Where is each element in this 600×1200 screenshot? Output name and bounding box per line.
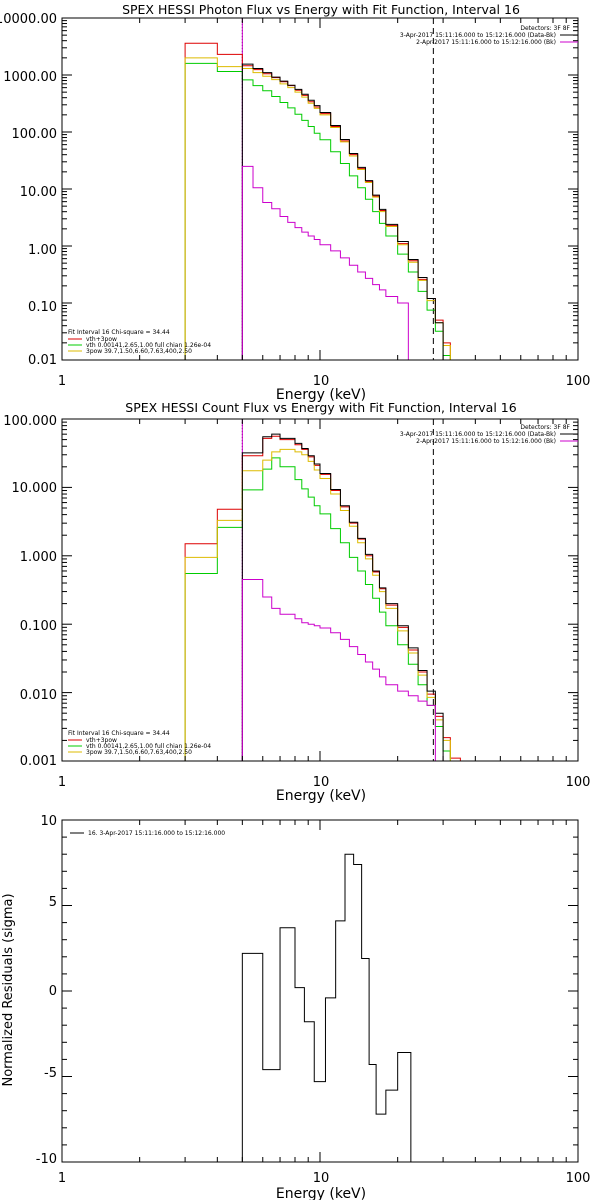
legend-entry: 3pow 39.7,1.50,6.60,7.63,400,2.50 xyxy=(86,749,192,756)
series-line xyxy=(241,579,436,761)
panel-2-plot-area xyxy=(184,419,470,762)
panel-1-y-tick-labels: 10000.00 1000.00 100.00 10.00 1.00 0.10 … xyxy=(0,12,57,368)
y-tick-label: 0.001 xyxy=(20,754,57,769)
x-tick-label-1: 1 xyxy=(58,374,66,389)
legend-entry: vth 0.00141,2.65,1.00 full chian 1.26e-0… xyxy=(86,342,211,349)
panel-3-axes xyxy=(61,819,579,1163)
panel-2-x-tick-labels: 1 10 100 xyxy=(58,775,591,790)
panel-1-axes xyxy=(61,17,579,361)
panel-2-axes xyxy=(61,418,579,762)
count-flux-panel: SPEX HESSI Count Flux vs Energy with Fit… xyxy=(3,400,590,804)
y-tick-label: 0.01 xyxy=(28,353,57,368)
y-tick-label: 10.000 xyxy=(12,481,58,496)
y-tick-label: -10 xyxy=(36,1152,57,1167)
residuals-panel: 1 10 100 Energy (keV) Normalized Residua… xyxy=(1,814,590,1200)
legend-entry: 3-Apr-2017 15:11:16.000 to 15:12:16.000 … xyxy=(400,431,556,438)
y-tick-label: 10 xyxy=(40,814,57,829)
panel-1-plot-area xyxy=(184,18,461,361)
plot-frame xyxy=(61,17,579,361)
y-tick-label: 10.00 xyxy=(20,185,57,200)
series-line xyxy=(184,62,451,360)
y-tick-label: 100.00 xyxy=(12,127,58,142)
y-tick-label: -5 xyxy=(44,1066,57,1081)
x-tick-label-1: 1 xyxy=(58,775,66,790)
legend-entry: vth+3pow xyxy=(86,737,117,744)
series-data xyxy=(241,853,423,1163)
legend-header: Fit Interval 16 Chi-square = 34.44 xyxy=(68,730,170,737)
y-tick-label: 1.00 xyxy=(28,243,57,258)
legend-entry: vth 0.00141,2.65,1.00 full chian 1.26e-0… xyxy=(86,743,211,750)
series-data xyxy=(241,63,444,360)
series-line xyxy=(184,57,461,361)
panel-2-x-axis-label: Energy (keV) xyxy=(276,788,366,804)
panel-2-legend-bottom-left: Fit Interval 16 Chi-square = 34.44 vth+3… xyxy=(68,730,211,756)
x-tick-label-100: 100 xyxy=(566,374,591,389)
panel-3-legend: 16. 3-Apr-2017 15:11:16.000 to 15:12:16.… xyxy=(70,830,225,837)
panel-3-x-tick-labels: 1 10 100 xyxy=(58,1171,591,1186)
legend-entry: 16. 3-Apr-2017 15:11:16.000 to 15:12:16.… xyxy=(88,830,225,837)
legend-entry: 2-Apr-2017 15:11:16.000 to 15:12:16.000 … xyxy=(416,39,556,46)
panel-1-x-tick-labels: 1 10 100 xyxy=(58,374,591,389)
series-line xyxy=(184,457,461,762)
panel-2-legend-top-right: Detectors: 3F 8F 3-Apr-2017 15:11:16.000… xyxy=(400,424,578,445)
panel-1-x-axis-label: Energy (keV) xyxy=(276,387,366,403)
legend-header: Detectors: 3F 8F xyxy=(520,25,570,32)
x-tick-label-100: 100 xyxy=(566,775,591,790)
legend-entry: 3pow 39.7,1.50,6.60,7.63,400,2.50 xyxy=(86,348,192,355)
photon-flux-panel: SPEX HESSI Photon Flux vs Energy with Fi… xyxy=(0,2,590,403)
series-line xyxy=(184,42,461,361)
panel-2-y-tick-labels: 100.000 10.000 1.000 0.100 0.010 0.001 xyxy=(3,414,57,769)
y-tick-label: 10000.00 xyxy=(0,12,57,27)
x-tick-label-100: 100 xyxy=(566,1171,591,1186)
panel-2-title: SPEX HESSI Count Flux vs Energy with Fit… xyxy=(125,400,516,415)
x-tick-label-10: 10 xyxy=(313,374,330,389)
y-tick-label: 100.000 xyxy=(3,414,57,429)
y-tick-label: 1000.00 xyxy=(3,70,57,85)
series-line xyxy=(241,165,409,360)
y-tick-label: 0.010 xyxy=(20,688,57,703)
panel-1-title: SPEX HESSI Photon Flux vs Energy with Fi… xyxy=(122,2,520,17)
series-line xyxy=(184,435,470,762)
panel-3-x-axis-label: Energy (keV) xyxy=(276,1186,366,1200)
legend-header: Fit Interval 16 Chi-square = 34.44 xyxy=(68,329,170,336)
legend-entry: 3-Apr-2017 15:11:16.000 to 15:12:16.000 … xyxy=(400,32,556,39)
legend-entry: vth+3pow xyxy=(86,336,117,343)
series-data xyxy=(241,433,444,761)
legend-entry: 2-Apr-2017 15:11:16.000 to 15:12:16.000 … xyxy=(416,438,556,445)
panel-3-plot-area xyxy=(241,853,423,1163)
legend-header: Detectors: 3F 8F xyxy=(520,424,570,431)
y-tick-label: 1.000 xyxy=(20,550,57,565)
x-tick-label-1: 1 xyxy=(58,1171,66,1186)
panel-3-y-axis-label: Normalized Residuals (sigma) xyxy=(1,893,16,1086)
panel-3-y-tick-labels: 10 5 0 -5 -10 xyxy=(36,814,57,1167)
x-tick-label-10: 10 xyxy=(313,775,330,790)
y-tick-label: 5 xyxy=(49,895,57,910)
series-line xyxy=(184,448,461,762)
y-tick-label: 0.10 xyxy=(28,300,57,315)
panel-1-legend-top-right: Detectors: 3F 8F 3-Apr-2017 15:11:16.000… xyxy=(400,25,578,46)
plot-frame xyxy=(61,819,579,1163)
x-tick-label-10: 10 xyxy=(313,1171,330,1186)
y-tick-label: 0 xyxy=(49,984,57,999)
panel-1-legend-bottom-left: Fit Interval 16 Chi-square = 34.44 vth+3… xyxy=(68,329,211,355)
y-tick-label: 0.100 xyxy=(20,619,57,634)
